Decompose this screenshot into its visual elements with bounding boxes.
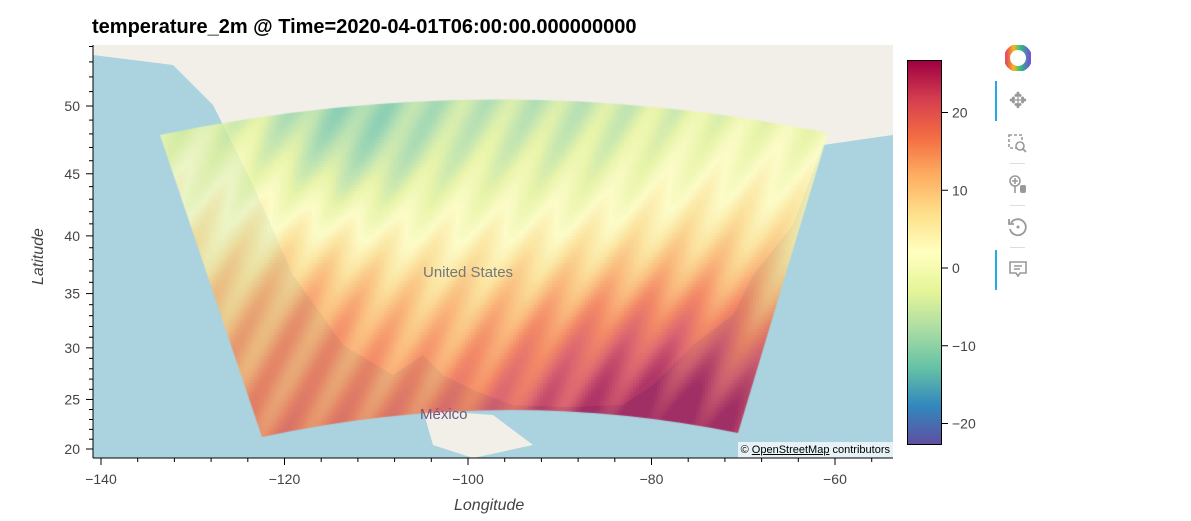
map-label-mexico: México [420, 406, 468, 423]
map-plot-area[interactable]: United States México © OpenStreetMap con… [93, 45, 893, 458]
y-tick-label: 50 [64, 98, 80, 114]
colorbar-tick-label: −10 [952, 338, 976, 354]
bokeh-logo[interactable] [1004, 44, 1032, 72]
box-zoom-icon[interactable] [1005, 131, 1031, 157]
x-tick-label: −60 [823, 471, 847, 487]
x-tick-label: −120 [269, 471, 301, 487]
plot-title: temperature_2m @ Time=2020-04-01T06:00:0… [92, 16, 637, 38]
y-tick-label: 25 [64, 391, 80, 407]
pan-icon[interactable]: ✥ [1008, 88, 1028, 113]
attribution-text: contributors [832, 444, 890, 456]
y-tick-label: 35 [64, 286, 80, 302]
colorbar-tick-label: −20 [952, 416, 976, 432]
hover-icon[interactable] [1005, 257, 1031, 283]
pan-active-indicator [995, 81, 997, 121]
x-tick-label: −100 [452, 471, 484, 487]
y-tick-label: 20 [64, 441, 80, 457]
map-label-united-states: United States [423, 264, 514, 281]
y-tick-label: 30 [64, 340, 80, 356]
x-tick-label: −140 [85, 471, 117, 487]
toolbar-divider [1010, 205, 1025, 206]
y-tick-label: 45 [64, 166, 80, 182]
temperature-raster [93, 45, 893, 458]
toolbar-divider [1010, 247, 1025, 248]
hover-active-indicator [995, 250, 997, 290]
y-axis-label: Latitude [30, 228, 47, 285]
reset-icon[interactable] [1005, 214, 1031, 240]
colorbar-tick-label: 0 [952, 260, 960, 276]
colorbar [907, 60, 942, 445]
colorbar-tick-label: 10 [952, 182, 968, 198]
x-axis-label: Longitude [454, 497, 525, 514]
copyright-symbol: © [740, 444, 749, 456]
x-tick-label: −80 [640, 471, 664, 487]
osm-link[interactable]: OpenStreetMap [751, 444, 830, 456]
colorbar-tick-label: 20 [952, 105, 968, 121]
y-tick-label: 40 [64, 228, 80, 244]
wheel-zoom-icon[interactable] [1005, 172, 1031, 198]
attribution: © OpenStreetMap contributors [737, 442, 893, 458]
toolbar-divider [1010, 163, 1025, 164]
